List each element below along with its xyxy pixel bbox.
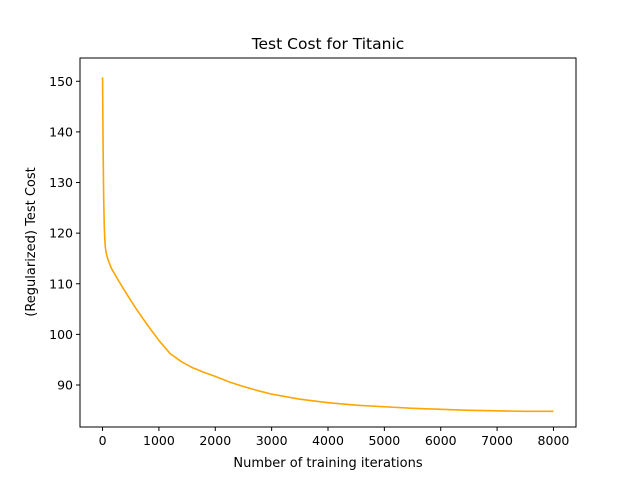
x-tick-label: 5000	[368, 433, 400, 448]
x-tick-label: 0	[99, 433, 107, 448]
y-axis-ticks: 90 100 110 120 130 140 150	[49, 74, 80, 392]
y-tick-label: 120	[49, 226, 73, 241]
x-tick-label: 6000	[425, 433, 457, 448]
y-tick-label: 140	[49, 124, 73, 139]
y-tick-label: 110	[49, 276, 73, 291]
y-tick-label: 150	[49, 74, 73, 89]
x-tick-label: 4000	[312, 433, 344, 448]
series-layer	[101, 77, 554, 413]
plot-frame	[79, 57, 577, 428]
x-tick-label: 1000	[143, 433, 175, 448]
y-tick-label: 100	[49, 327, 73, 342]
y-tick-label: 130	[49, 175, 73, 190]
y-axis-label: (Regularized) Test Cost	[24, 167, 39, 316]
x-axis-ticks: 0 1000 2000 3000 4000 5000 6000 7000 8000	[99, 427, 570, 448]
chart-title: Test Cost for Titanic	[251, 35, 405, 53]
x-tick-label: 2000	[199, 433, 231, 448]
x-tick-label: 8000	[538, 433, 570, 448]
x-tick-label: 7000	[481, 433, 513, 448]
series-line-0	[101, 77, 554, 413]
plot-area	[80, 58, 576, 427]
y-tick-label: 90	[57, 377, 73, 392]
x-axis-label: Number of training iterations	[233, 456, 422, 471]
x-tick-label: 3000	[256, 433, 288, 448]
